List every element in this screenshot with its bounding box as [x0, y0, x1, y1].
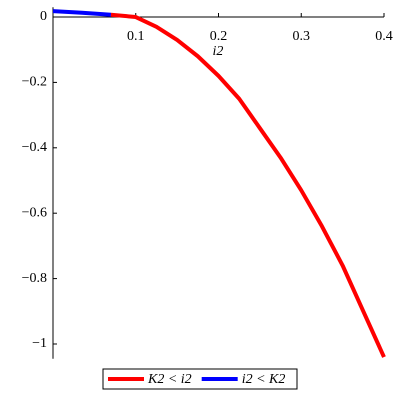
legend-label: K2 < i2: [147, 372, 192, 387]
y-tick-label: −0.2: [22, 75, 47, 90]
x-tick-label: 0.2: [210, 29, 228, 44]
x-tick-label: 0.4: [375, 29, 393, 44]
y-tick-label: −0.8: [22, 271, 47, 286]
x-tick-label: 0.3: [293, 29, 311, 44]
y-tick-label: 0: [40, 9, 47, 24]
x-axis-label: i2: [213, 44, 224, 59]
legend-label: i2 < K2: [242, 372, 286, 387]
legend-box: [102, 368, 298, 390]
y-tick-label: −0.6: [22, 205, 47, 220]
series-line: [110, 12, 386, 358]
x-tick-label: 0.1: [127, 29, 145, 44]
series-line: [52, 9, 112, 17]
y-tick-label: −0.4: [22, 140, 47, 155]
y-tick-label: −1: [32, 336, 47, 351]
